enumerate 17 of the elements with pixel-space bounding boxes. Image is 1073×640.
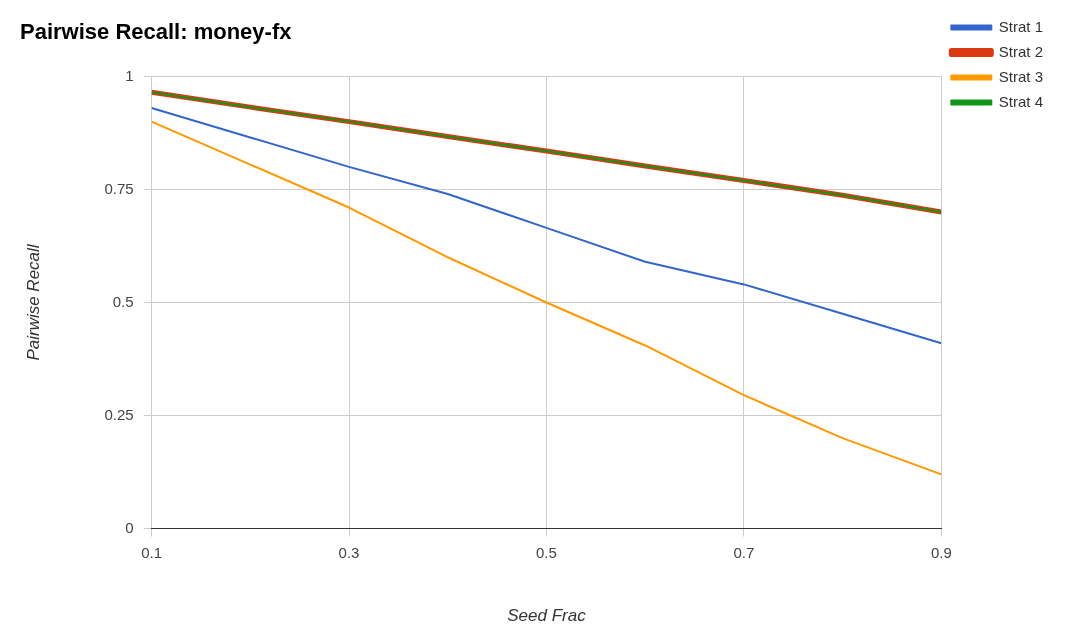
legend-label: Strat 2 — [998, 42, 1043, 60]
legend-label: Strat 1 — [998, 17, 1043, 35]
y-tick-label: 0.5 — [112, 292, 134, 310]
y-tick-label: 0.25 — [104, 405, 134, 423]
chart-title: Pairwise Recall: money-fx — [20, 19, 293, 45]
y-tick-label: 1 — [125, 66, 134, 84]
x-tick-label: 0.9 — [930, 543, 952, 561]
legend-label: Strat 4 — [998, 92, 1043, 110]
legend-label: Strat 3 — [998, 67, 1043, 85]
x-tick-label: 0.5 — [536, 543, 557, 561]
y-axis-title: Pairwise Recall — [23, 243, 43, 361]
x-axis-title: Seed Frac — [507, 605, 587, 625]
x-tick-label: 0.1 — [141, 543, 163, 561]
x-tick-label: 0.3 — [338, 543, 360, 561]
x-tick-label: 0.7 — [733, 543, 755, 561]
y-tick-label: 0.75 — [104, 179, 134, 197]
y-tick-label: 0 — [125, 518, 134, 536]
